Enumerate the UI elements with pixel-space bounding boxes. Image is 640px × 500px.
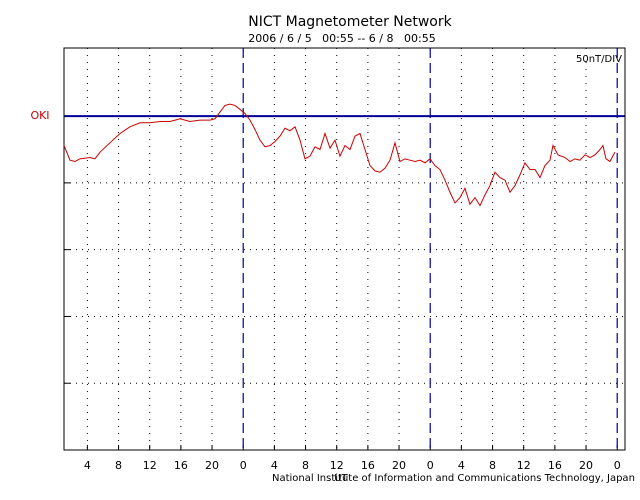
x-tick-label: 12 (517, 459, 531, 472)
x-tick-label: 20 (205, 459, 219, 472)
x-tick-label: 16 (548, 459, 562, 472)
chart-title: NICT Magnetometer Network (248, 14, 452, 30)
footer: National Institute of Information and Co… (272, 473, 635, 484)
x-tick-label: 12 (330, 459, 344, 472)
x-tick-label: 8 (115, 459, 122, 472)
chart-subtitle: 2006 / 6 / 5 00:55 -- 6 / 8 00:55 (248, 32, 435, 45)
x-tick-label: 4 (458, 459, 465, 472)
x-tick-label: 8 (489, 459, 496, 472)
x-tick-label: 0 (240, 459, 247, 472)
x-tick-label: 16 (361, 459, 375, 472)
scale-note: 50nT/DIV (576, 54, 622, 65)
x-tick-label: 8 (302, 459, 309, 472)
x-tick-label: 12 (143, 459, 157, 472)
x-tick-label: 0 (427, 459, 434, 472)
series-label: OKI (30, 109, 49, 122)
x-tick-label: 4 (271, 459, 278, 472)
x-axis-label: UT (334, 473, 348, 484)
x-tick-label: 16 (174, 459, 188, 472)
x-tick-label: 0 (614, 459, 621, 472)
data-line (63, 103, 616, 207)
x-tick-label: 4 (84, 459, 91, 472)
x-tick-label: 20 (392, 459, 406, 472)
plot-frame (63, 47, 626, 451)
x-tick-label: 20 (579, 459, 593, 472)
